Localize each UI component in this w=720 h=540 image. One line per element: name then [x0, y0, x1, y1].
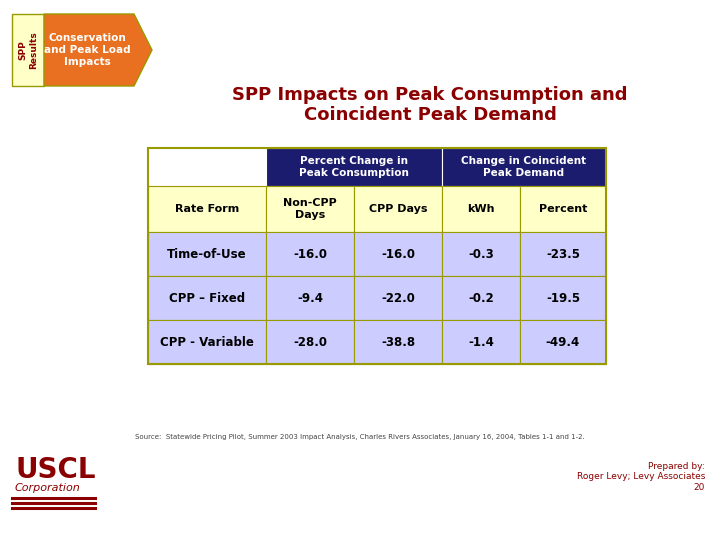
Text: -22.0: -22.0 — [381, 292, 415, 305]
Bar — [442, 320, 520, 364]
Text: CPP Days: CPP Days — [369, 204, 427, 214]
Text: Conservation
and Peak Load
Impacts: Conservation and Peak Load Impacts — [44, 33, 130, 66]
Text: Percent: Percent — [539, 204, 588, 214]
Bar — [442, 148, 606, 186]
Text: -23.5: -23.5 — [546, 247, 580, 260]
Bar — [266, 186, 354, 232]
Text: -1.4: -1.4 — [468, 335, 494, 348]
Text: -49.4: -49.4 — [546, 335, 580, 348]
Bar — [148, 186, 266, 232]
Bar — [354, 320, 442, 364]
Bar — [520, 320, 606, 364]
Text: -16.0: -16.0 — [293, 247, 327, 260]
Bar — [354, 232, 442, 276]
Text: -0.3: -0.3 — [468, 247, 494, 260]
Bar — [442, 232, 520, 276]
Text: Roger Levy; Levy Associates: Roger Levy; Levy Associates — [577, 472, 705, 481]
Text: Coincident Peak Demand: Coincident Peak Demand — [304, 106, 557, 124]
Bar — [148, 276, 266, 320]
Bar — [12, 14, 44, 86]
Bar — [442, 276, 520, 320]
Text: -9.4: -9.4 — [297, 292, 323, 305]
Text: CPP – Fixed: CPP – Fixed — [169, 292, 245, 305]
Text: -0.2: -0.2 — [468, 292, 494, 305]
Text: Corporation: Corporation — [15, 483, 81, 493]
Text: SPP
Results: SPP Results — [18, 31, 37, 69]
Polygon shape — [44, 14, 152, 86]
Bar — [266, 232, 354, 276]
Text: Time-of-Use: Time-of-Use — [167, 247, 247, 260]
Bar — [354, 186, 442, 232]
Bar — [442, 186, 520, 232]
Text: SPP Impacts on Peak Consumption and: SPP Impacts on Peak Consumption and — [233, 86, 628, 104]
Bar — [148, 232, 266, 276]
Text: -38.8: -38.8 — [381, 335, 415, 348]
Text: Percent Change in
Peak Consumption: Percent Change in Peak Consumption — [299, 156, 409, 178]
Bar — [520, 232, 606, 276]
Text: kWh: kWh — [467, 204, 495, 214]
Text: 20: 20 — [693, 483, 705, 492]
Text: Non-CPP
Days: Non-CPP Days — [283, 198, 337, 220]
Bar — [354, 276, 442, 320]
Text: Source:  Statewide Pricing Pilot, Summer 2003 Impact Analysis, Charles Rivers As: Source: Statewide Pricing Pilot, Summer … — [135, 434, 585, 440]
Bar — [266, 320, 354, 364]
Bar — [520, 276, 606, 320]
Text: Change in Coincident
Peak Demand: Change in Coincident Peak Demand — [462, 156, 587, 178]
Text: Prepared by:: Prepared by: — [648, 462, 705, 471]
Text: Rate Form: Rate Form — [175, 204, 239, 214]
Bar — [520, 186, 606, 232]
Text: USCL: USCL — [15, 456, 96, 484]
Text: CPP - Variable: CPP - Variable — [160, 335, 254, 348]
Bar — [148, 148, 606, 364]
Bar — [266, 148, 442, 186]
Bar — [266, 276, 354, 320]
Text: -16.0: -16.0 — [381, 247, 415, 260]
Bar — [148, 320, 266, 364]
Text: -19.5: -19.5 — [546, 292, 580, 305]
Text: -28.0: -28.0 — [293, 335, 327, 348]
